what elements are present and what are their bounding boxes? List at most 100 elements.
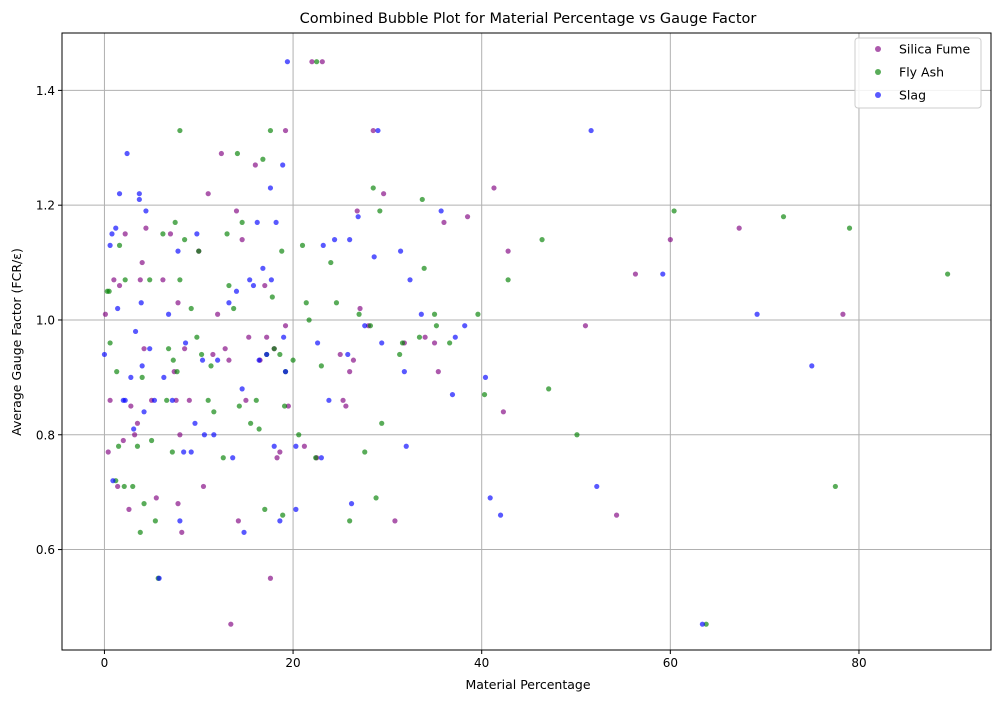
x-tick-label: 0 bbox=[101, 656, 109, 670]
y-tick-label: 1.4 bbox=[36, 84, 55, 98]
data-point bbox=[107, 340, 113, 346]
data-point bbox=[464, 214, 471, 220]
data-points bbox=[101, 59, 951, 627]
data-point bbox=[703, 621, 709, 627]
data-point bbox=[262, 282, 268, 289]
data-point bbox=[546, 386, 552, 392]
legend-marker-silica-fume bbox=[875, 46, 881, 52]
data-point bbox=[280, 162, 286, 168]
data-point bbox=[452, 334, 458, 340]
data-point bbox=[132, 328, 139, 335]
data-point bbox=[192, 420, 198, 426]
data-point bbox=[211, 432, 217, 438]
data-point bbox=[175, 501, 181, 507]
data-point bbox=[113, 225, 119, 231]
data-point bbox=[331, 237, 338, 243]
data-point bbox=[431, 340, 438, 346]
data-point bbox=[347, 518, 353, 524]
data-point bbox=[505, 277, 511, 283]
x-tick-label: 80 bbox=[851, 656, 866, 670]
data-point bbox=[271, 443, 277, 449]
data-point bbox=[671, 208, 677, 214]
data-point bbox=[224, 231, 230, 237]
data-point bbox=[318, 455, 324, 461]
data-point bbox=[381, 191, 387, 197]
x-axis-label: Material Percentage bbox=[465, 677, 590, 692]
data-point bbox=[281, 403, 288, 409]
data-point bbox=[326, 397, 332, 403]
data-point bbox=[161, 374, 167, 380]
data-point bbox=[236, 403, 242, 409]
data-point bbox=[809, 363, 815, 369]
data-point bbox=[350, 357, 357, 363]
data-point bbox=[780, 214, 787, 220]
data-point bbox=[233, 288, 240, 294]
data-point bbox=[239, 386, 245, 392]
data-point bbox=[268, 277, 274, 283]
data-point bbox=[247, 277, 253, 283]
data-point bbox=[218, 150, 224, 157]
data-point bbox=[239, 237, 245, 243]
data-point bbox=[165, 346, 172, 352]
data-point bbox=[115, 483, 121, 490]
data-point bbox=[147, 277, 153, 283]
data-point bbox=[153, 495, 159, 501]
data-point bbox=[126, 506, 132, 512]
data-point bbox=[208, 363, 214, 369]
data-point bbox=[220, 455, 226, 461]
data-point bbox=[243, 397, 249, 403]
data-point bbox=[419, 196, 425, 203]
data-point bbox=[422, 334, 428, 340]
data-point bbox=[945, 271, 951, 277]
data-point bbox=[284, 59, 291, 65]
y-axis-label: Average Gauge Factor (FCR/ε) bbox=[9, 248, 24, 436]
legend-marker-fly-ash bbox=[875, 69, 881, 75]
data-point bbox=[115, 443, 122, 449]
x-tick-label: 40 bbox=[474, 656, 489, 670]
data-point bbox=[282, 323, 289, 329]
data-point bbox=[205, 191, 211, 197]
data-point bbox=[392, 518, 398, 524]
data-point bbox=[167, 231, 174, 237]
data-point bbox=[293, 443, 299, 449]
data-point bbox=[505, 248, 511, 254]
data-point bbox=[416, 334, 423, 340]
data-point bbox=[128, 403, 134, 409]
data-point bbox=[164, 397, 170, 403]
data-point bbox=[222, 346, 228, 352]
data-point bbox=[239, 219, 245, 226]
data-point bbox=[196, 248, 202, 254]
data-point bbox=[136, 196, 142, 203]
data-point bbox=[582, 323, 589, 329]
data-point bbox=[116, 282, 123, 289]
data-point bbox=[248, 420, 254, 426]
data-point bbox=[260, 265, 266, 271]
data-point bbox=[111, 277, 117, 283]
data-point bbox=[271, 346, 277, 352]
x-tick-label: 20 bbox=[285, 656, 300, 670]
data-point bbox=[362, 449, 368, 455]
data-point bbox=[370, 185, 376, 191]
data-point bbox=[273, 219, 279, 226]
data-point bbox=[840, 311, 846, 317]
data-point bbox=[201, 432, 208, 438]
data-point bbox=[134, 443, 141, 449]
data-point bbox=[319, 59, 325, 65]
data-point bbox=[274, 455, 280, 461]
data-point bbox=[343, 403, 349, 409]
data-point bbox=[200, 483, 207, 490]
data-point bbox=[667, 237, 673, 243]
data-point bbox=[134, 420, 141, 426]
data-point bbox=[177, 432, 183, 438]
data-point bbox=[175, 248, 181, 254]
data-point bbox=[181, 449, 187, 455]
data-point bbox=[356, 311, 362, 317]
data-point bbox=[101, 351, 108, 358]
legend-box bbox=[854, 37, 982, 109]
data-point bbox=[481, 391, 488, 398]
data-point bbox=[379, 340, 385, 346]
data-point bbox=[320, 242, 326, 248]
data-point bbox=[267, 575, 274, 581]
data-point bbox=[177, 277, 183, 283]
data-point bbox=[475, 311, 481, 317]
